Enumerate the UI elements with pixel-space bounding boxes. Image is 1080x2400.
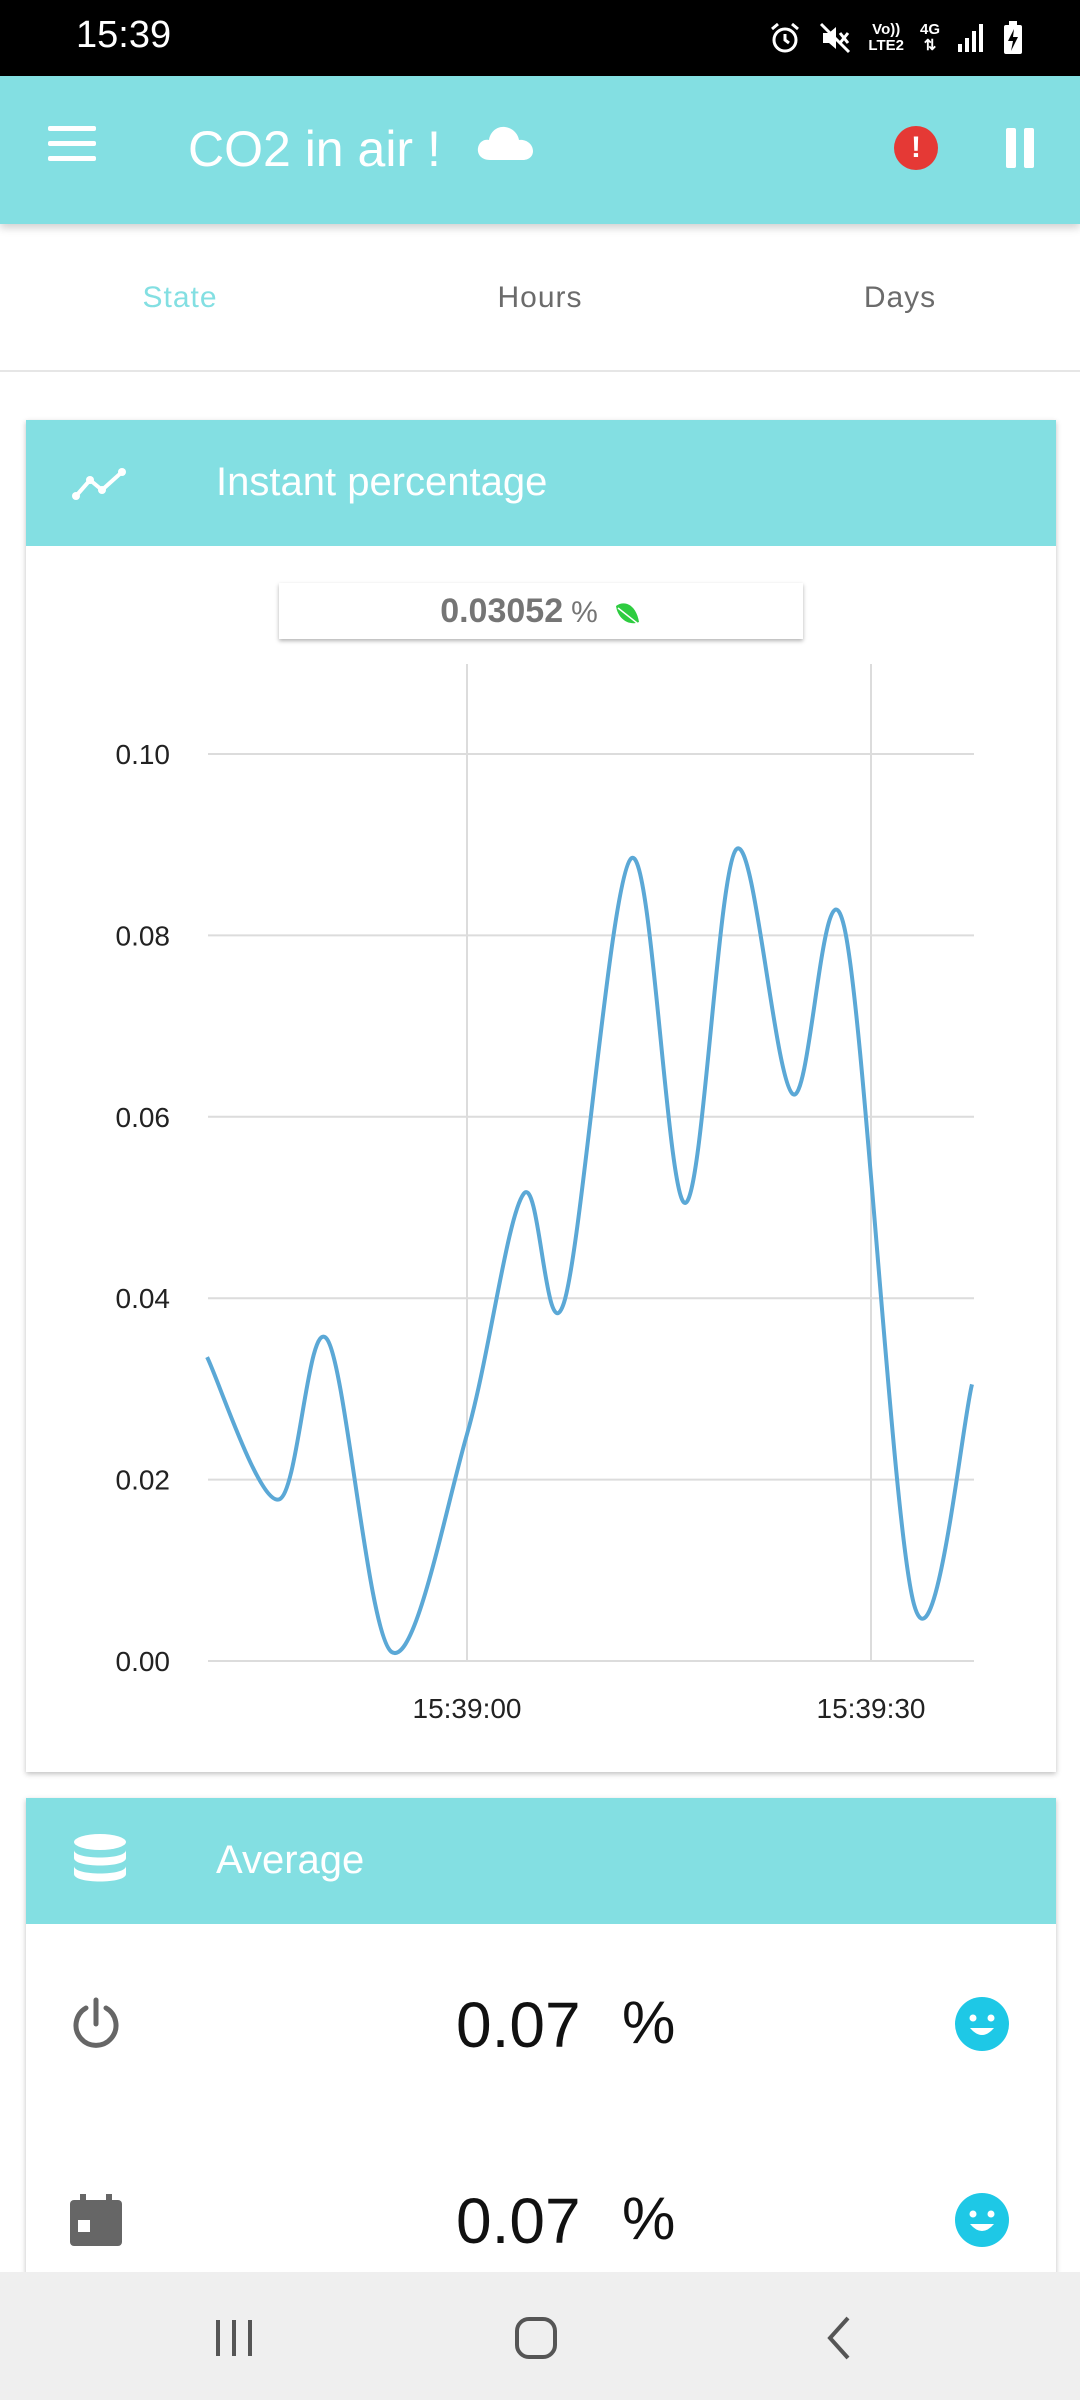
battery-charging-icon — [1004, 21, 1022, 54]
signal-icon — [958, 24, 983, 52]
average-row-calendar: 0.07 % — [26, 2160, 1056, 2280]
status-time: 15:39 — [76, 14, 172, 56]
menu-icon[interactable] — [48, 126, 96, 174]
volte-label-bottom: LTE2 — [868, 37, 904, 54]
y-tick-label: 0.10 — [116, 739, 171, 770]
calendar-icon — [70, 2194, 122, 2246]
current-value: 0.03052 — [440, 592, 564, 630]
y-tick-label: 0.06 — [116, 1102, 171, 1133]
average-unit: % — [622, 2185, 676, 2252]
pause-button[interactable] — [1004, 128, 1036, 168]
power-icon — [73, 1997, 119, 2048]
instant-card-header: Instant percentage — [26, 420, 1056, 546]
tab-hours[interactable]: Hours — [497, 281, 583, 314]
tab-state[interactable]: State — [142, 281, 218, 314]
database-icon — [74, 1834, 126, 1882]
average-value: 0.07 — [456, 2185, 581, 2257]
instant-card-title: Instant percentage — [216, 460, 548, 504]
status-icons: Vo)) LTE2 4G ⇅ — [768, 14, 1024, 62]
tab-bar: State Hours Days — [0, 224, 1080, 372]
average-value: 0.07 — [456, 1989, 581, 2061]
app-title: CO2 in air ! — [188, 121, 441, 177]
average-card-title: Average — [216, 1838, 365, 1882]
app-bar: CO2 in air ! ! — [0, 76, 1080, 224]
mute-icon — [820, 22, 851, 54]
co2-line-chart: 0.00 0.02 0.04 0.06 0.08 0.10 15:39:00 15:39:30 — [116, 664, 974, 1724]
average-card-header: Average — [26, 1798, 1056, 1924]
system-navigation-bar — [0, 2272, 1080, 2400]
volte-indicator: Vo)) LTE2 — [868, 22, 904, 54]
y-tick-label: 0.04 — [116, 1283, 171, 1314]
network-label: 4G — [919, 21, 940, 38]
average-row-power: 0.07 % — [26, 1964, 1056, 2084]
cloud-icon — [477, 126, 533, 160]
instant-percentage-card: Instant percentage 0.00 0.02 0.04 0.06 0.08 0… — [26, 420, 1056, 1772]
current-value-box: 0.03052% — [279, 583, 803, 639]
back-icon[interactable] — [812, 2310, 868, 2366]
volte-label-top: Vo)) — [872, 21, 901, 38]
trend-line-icon — [72, 468, 126, 500]
x-tick-label: 15:39:00 — [413, 1693, 522, 1724]
average-unit: % — [622, 1989, 676, 2056]
y-tick-label: 0.08 — [116, 920, 171, 951]
y-tick-label: 0.00 — [116, 1646, 171, 1677]
tab-days[interactable]: Days — [863, 281, 937, 314]
co2-series-line — [205, 846, 974, 1655]
average-card: Average 0.07 % 0.07 % — [26, 1798, 1056, 2276]
data-arrows-icon: ⇅ — [923, 37, 937, 54]
smiley-icon — [955, 2193, 1009, 2247]
y-tick-label: 0.02 — [116, 1465, 171, 1496]
alarm-icon — [771, 22, 800, 53]
current-value-unit: % — [571, 596, 598, 629]
x-tick-label: 15:39:30 — [817, 1693, 926, 1724]
alert-icon[interactable]: ! — [894, 126, 938, 170]
home-icon[interactable] — [508, 2310, 564, 2366]
status-bar: 15:39 Vo)) LTE2 4G ⇅ — [0, 0, 1080, 76]
network-type: 4G ⇅ — [920, 22, 940, 54]
smiley-icon — [955, 1997, 1009, 2051]
recent-apps-icon[interactable] — [206, 2310, 262, 2366]
leaf-icon — [615, 603, 639, 624]
